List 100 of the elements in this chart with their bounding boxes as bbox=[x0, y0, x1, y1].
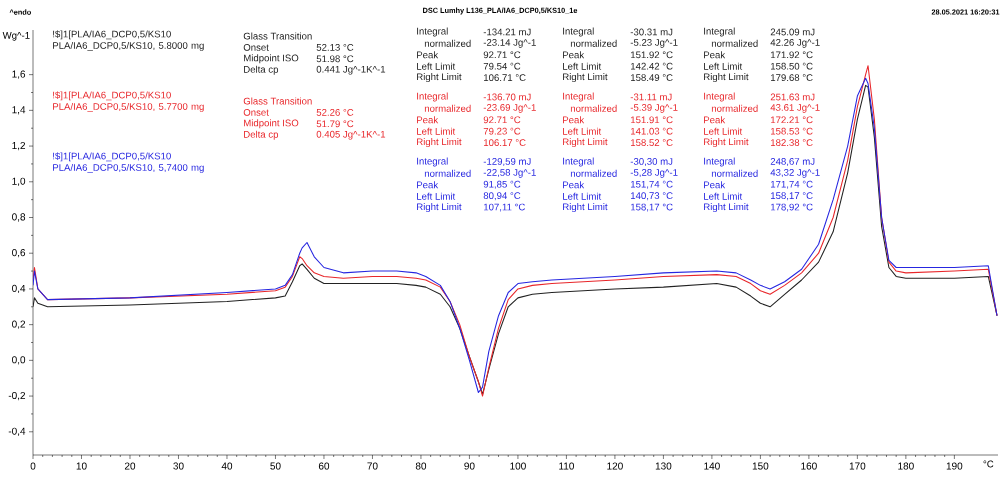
annotation: Integral bbox=[563, 92, 594, 102]
annotation: 182.38 °C bbox=[771, 139, 813, 146]
annotation: Peak bbox=[563, 181, 585, 189]
y-tick-label: 1,4 bbox=[12, 106, 26, 115]
annotation: 158.49 °C bbox=[631, 74, 673, 81]
annotation: 42.26 Jg^-1 bbox=[770, 39, 820, 48]
annotation: 43,32 Jg^-1 bbox=[770, 169, 820, 178]
annotation: Right Limit bbox=[563, 203, 608, 213]
annotation: 142.42 °C bbox=[631, 62, 673, 70]
annotation: Integral bbox=[704, 27, 735, 37]
annotation: -30.31 mJ bbox=[630, 28, 673, 36]
annotation: Right Limit bbox=[417, 138, 462, 148]
annotation: -22,58 Jg^-1 bbox=[483, 169, 536, 178]
y-tick-label: 1,0 bbox=[12, 177, 26, 186]
x-tick-label: 70 bbox=[367, 462, 378, 470]
annotation: Left Limit bbox=[704, 192, 743, 200]
annotation: 248,67 mJ bbox=[770, 158, 815, 166]
annotation: Integral bbox=[563, 157, 594, 167]
y-tick-label: 1,2 bbox=[12, 141, 26, 151]
y-tick-label: 0,2 bbox=[12, 320, 26, 329]
x-tick-label: 10 bbox=[76, 462, 87, 470]
x-tick-label: 90 bbox=[464, 462, 475, 470]
annotation: 106.17 °C bbox=[484, 139, 526, 146]
annotation: -5.23 Jg^-1 bbox=[630, 39, 678, 48]
annotation: Midpoint ISO bbox=[244, 54, 299, 64]
annotation: Integral bbox=[704, 157, 735, 167]
annotation: Left Limit bbox=[417, 192, 456, 200]
annotation: Peak bbox=[563, 51, 585, 59]
annotation: 158.50 °C bbox=[771, 62, 813, 70]
annotation: Integral bbox=[417, 157, 448, 167]
annotation: Onset bbox=[243, 109, 269, 116]
annotation: 51.79 °C bbox=[316, 120, 354, 128]
annotation: Peak bbox=[417, 181, 439, 189]
annotation: Midpoint ISO bbox=[244, 119, 299, 129]
annotation: 151,74 °C bbox=[631, 180, 673, 189]
annotation: normalized bbox=[424, 104, 471, 112]
annotation: normalized bbox=[570, 104, 617, 112]
annotation: 79.54 °C bbox=[483, 62, 521, 70]
annotation: Onset bbox=[243, 44, 269, 51]
annotation: -23.14 Jg^-1 bbox=[483, 39, 536, 48]
annotation: 171,74 °C bbox=[771, 180, 813, 189]
annotation: 52.13 °C bbox=[316, 44, 354, 51]
y-tick-label: 0,0 bbox=[12, 356, 26, 365]
text: !$]1[PLA/IA6_DCP0,5/KS10 PLA/IA6_DCP0,5/KS10, 5.7700 mg bbox=[53, 91, 204, 112]
y-axis-title: Wg^-1 bbox=[2, 32, 30, 41]
y-tick-label: -0,2 bbox=[8, 391, 26, 401]
annotation: -129,59 mJ bbox=[483, 158, 531, 166]
annotation: 0.441 Jg^-1K^-1 bbox=[316, 65, 386, 75]
annotation: normalized bbox=[711, 39, 758, 47]
annotation: 106.71 °C bbox=[484, 74, 526, 81]
annotation: 51.98 °C bbox=[316, 55, 354, 63]
annotation: -136.70 mJ bbox=[483, 93, 531, 101]
x-tick-label: 40 bbox=[221, 462, 233, 470]
annotation: 251.63 mJ bbox=[770, 93, 815, 101]
annotation: Left Limit bbox=[704, 127, 743, 135]
x-tick-label: 130 bbox=[655, 462, 672, 470]
y-tick-label: 0,8 bbox=[12, 213, 26, 222]
annotation: 79.23 °C bbox=[483, 127, 521, 135]
text: !$]1[PLA/IA6_DCP0,5/KS10 PLA/IA6_DCP0,5/KS10, 5.8000 mg bbox=[53, 30, 204, 51]
annotation: 141.03 °C bbox=[631, 127, 673, 135]
x-axis-title: °C bbox=[983, 460, 994, 468]
annotation: 158,17 °C bbox=[771, 192, 813, 201]
annotation: Right Limit bbox=[563, 73, 608, 83]
annotation: 80,94 °C bbox=[483, 192, 521, 201]
annotation: 172.21 °C bbox=[771, 116, 813, 124]
y-tick-label: -0,4 bbox=[8, 427, 26, 436]
annotation: 171.92 °C bbox=[771, 51, 813, 59]
x-tick-label: 120 bbox=[607, 462, 623, 470]
x-tick-label: 60 bbox=[318, 462, 330, 470]
annotation: 0.405 Jg^-1K^-1 bbox=[316, 130, 386, 140]
annotation: 158.53 °C bbox=[771, 127, 813, 135]
x-tick-label: 100 bbox=[510, 462, 526, 470]
annotation: 52.26 °C bbox=[316, 109, 354, 116]
annotation: Integral bbox=[704, 92, 735, 102]
annotation: Right Limit bbox=[417, 203, 462, 213]
annotation: Peak bbox=[563, 116, 585, 124]
annotation: Integral bbox=[417, 27, 448, 37]
annotation: normalized bbox=[570, 169, 617, 177]
x-tick-label: 110 bbox=[559, 462, 574, 470]
annotation: 92.71 °C bbox=[483, 51, 521, 59]
x-tick-label: 20 bbox=[124, 462, 136, 470]
annotation: Right Limit bbox=[704, 203, 749, 213]
x-tick-label: 180 bbox=[898, 462, 914, 470]
annotation: Left Limit bbox=[417, 62, 456, 70]
annotation: Peak bbox=[417, 51, 439, 59]
annotation: Peak bbox=[704, 51, 726, 59]
annotation: Glass Transition bbox=[243, 97, 312, 105]
annotation: -5.39 Jg^-1 bbox=[630, 104, 678, 113]
annotation: Peak bbox=[417, 116, 439, 124]
annotation: 43.61 Jg^-1 bbox=[770, 104, 820, 113]
annotation: normalized bbox=[570, 39, 617, 47]
annotation: -5,28 Jg^-1 bbox=[630, 169, 678, 178]
annotation: 91,85 °C bbox=[483, 180, 521, 189]
annotation: Left Limit bbox=[563, 192, 602, 200]
annotation: 179.68 °C bbox=[771, 74, 813, 81]
annotation: normalized bbox=[424, 169, 471, 177]
x-tick-label: 50 bbox=[270, 462, 281, 470]
annotation: -31.11 mJ bbox=[630, 93, 672, 101]
annotation: -23.69 Jg^-1 bbox=[483, 104, 536, 113]
annotation: normalized bbox=[711, 169, 758, 177]
